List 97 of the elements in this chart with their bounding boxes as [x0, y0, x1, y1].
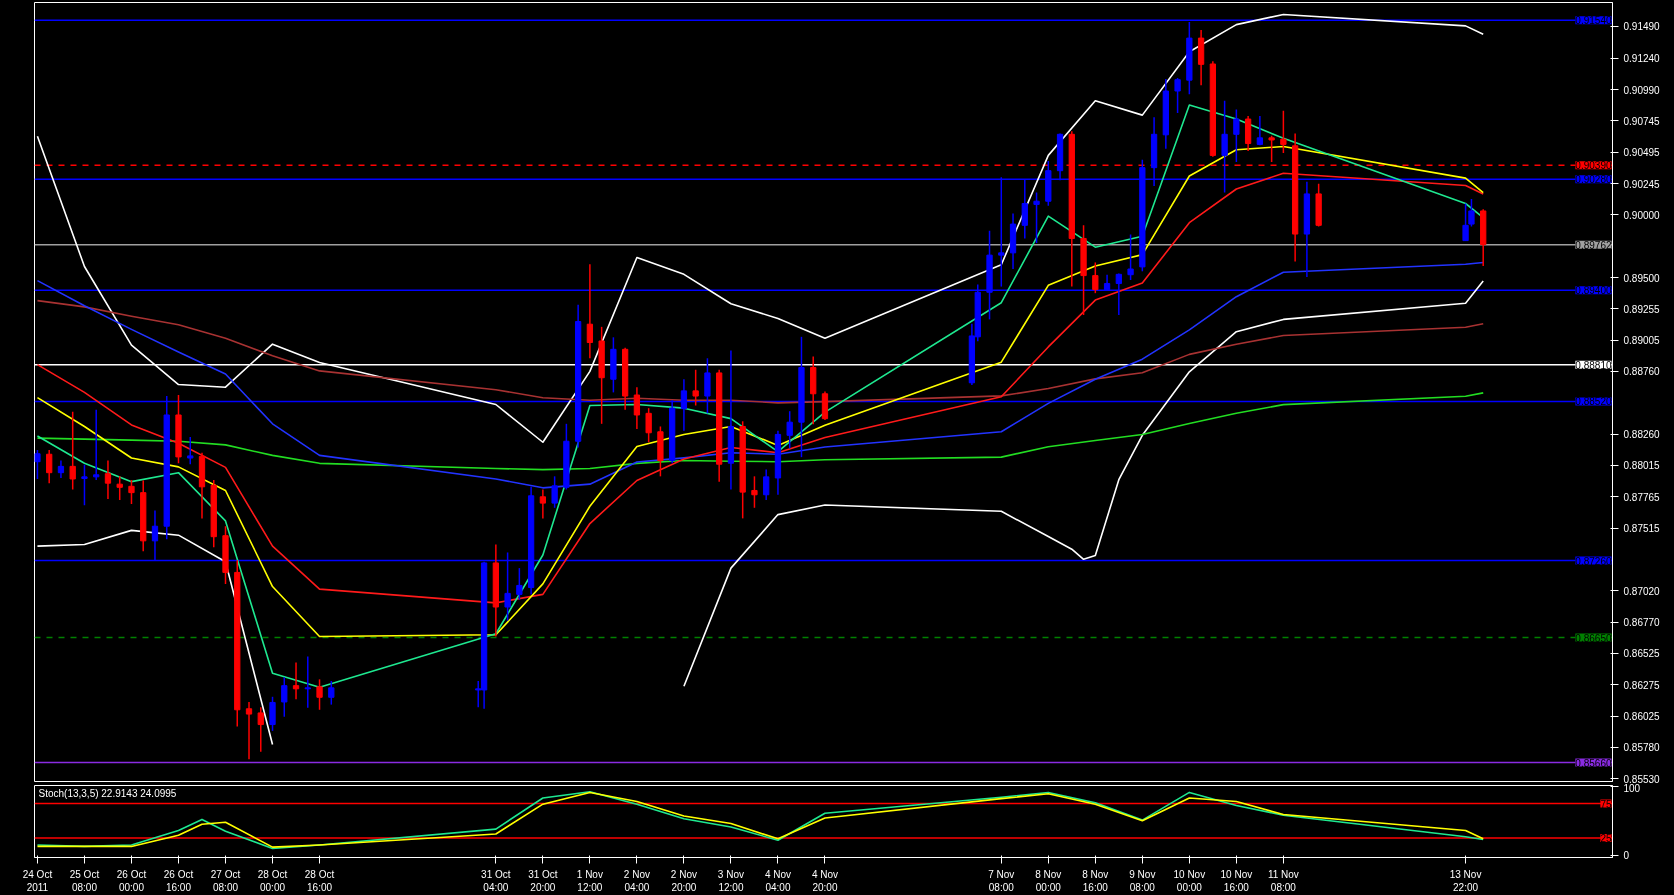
candlestick: [304, 655, 311, 709]
y-tick-label: 0.85780: [1623, 742, 1661, 754]
candlestick: [69, 411, 76, 491]
y-tick-label: 0.87515: [1623, 523, 1661, 535]
y-tick-label: 0.88015: [1623, 460, 1661, 472]
y-tick-label: 0.86525: [1623, 648, 1661, 660]
line-series: [36, 261, 1484, 489]
candlestick: [1233, 108, 1240, 163]
y-tick-label: 0.90990: [1623, 84, 1661, 96]
y-tick-label: 0: [1623, 850, 1630, 862]
x-tick-label: 1 Nov 12:00: [576, 868, 603, 893]
candlestick: [645, 407, 652, 443]
ref-line-label: 0.89400: [1575, 285, 1612, 297]
candlestick: [281, 676, 288, 718]
y-tick-label: 0.87020: [1623, 585, 1661, 597]
candlestick: [1033, 191, 1040, 244]
candlestick: [328, 680, 335, 706]
x-tick-label: 3 Nov 12:00: [717, 868, 744, 893]
x-tick-label: 2 Nov 20:00: [670, 868, 697, 893]
x-tick-label: 8 Nov 00:00: [1035, 868, 1062, 893]
candlestick: [292, 661, 300, 701]
x-tick-label: 28 Oct 16:00: [304, 868, 335, 893]
y-tick-label: 0.90000: [1623, 209, 1661, 221]
x-tick-label: 31 Oct 04:00: [481, 868, 511, 893]
candlestick: [269, 696, 276, 732]
y-tick-label: 0.85530: [1623, 773, 1661, 785]
y-tick-label: 0.89005: [1623, 335, 1661, 347]
ref-line-label: 0.86650: [1575, 632, 1612, 644]
y-tick-label: 0.91240: [1623, 53, 1661, 65]
y-tick-label: 0.90245: [1623, 178, 1661, 190]
y-tick-label: 0.88260: [1623, 429, 1661, 441]
x-tick-label: 24 Oct 2011: [22, 868, 53, 893]
candlestick: [551, 475, 558, 509]
candlestick: [1256, 115, 1264, 147]
candlestick: [81, 464, 88, 506]
candlestick: [586, 263, 594, 360]
y-tick-label: 0.87765: [1623, 491, 1661, 503]
x-tick-label: 27 Oct 08:00: [210, 868, 241, 893]
x-tick-label: 25 Oct 08:00: [69, 868, 100, 893]
x-tick-label: 13 Nov 22:00: [1449, 868, 1482, 893]
ref-line-label: 75: [1600, 798, 1612, 810]
x-tick-label: 26 Oct 00:00: [116, 868, 147, 893]
candlestick: [316, 678, 323, 711]
ref-line-label: 0.90280: [1575, 174, 1612, 186]
x-tick-label: 10 Nov 16:00: [1220, 868, 1253, 893]
candlestick: [187, 436, 194, 465]
candlestick: [245, 701, 253, 760]
ref-line-label: 0.89762: [1575, 239, 1612, 251]
candlestick: [786, 410, 793, 450]
candlestick: [751, 475, 758, 509]
candlestick: [93, 408, 100, 481]
x-tick-label: 11 Nov 08:00: [1267, 868, 1299, 893]
candlestick: [1092, 261, 1099, 294]
y-tick-label: 100: [1623, 782, 1641, 794]
x-tick-label: 7 Nov 08:00: [988, 868, 1015, 893]
ref-line-label: 0.91540: [1575, 15, 1612, 27]
candlestick: [539, 488, 547, 520]
x-tick-label: 4 Nov 20:00: [811, 868, 839, 893]
ref-line-label: 0.90390: [1575, 160, 1612, 172]
y-tick-label: 0.86025: [1623, 711, 1661, 723]
candlestick: [104, 459, 112, 500]
candlestick: [1127, 233, 1134, 281]
y-tick-label: 0.88760: [1623, 366, 1661, 378]
x-tick-label: 31 Oct 20:00: [528, 868, 558, 893]
x-tick-label: 10 Nov 00:00: [1173, 868, 1206, 893]
x-tick-label: 26 Oct 16:00: [163, 868, 194, 893]
ref-line-label: 25: [1600, 833, 1612, 845]
candlestick: [1268, 134, 1275, 163]
y-tick-label: 0.89500: [1623, 272, 1661, 284]
candlestick: [46, 449, 53, 484]
candlestick: [633, 386, 641, 430]
x-tick-label: 28 Oct 00:00: [257, 868, 288, 893]
ref-line-label: 0.87260: [1575, 555, 1612, 567]
candlestick: [128, 479, 135, 505]
y-tick-label: 0.86275: [1623, 679, 1661, 691]
x-tick-label: 2 Nov 04:00: [623, 868, 650, 893]
x-tick-label: 4 Nov 04:00: [764, 868, 792, 893]
ref-line-label: 0.88810: [1575, 359, 1612, 371]
y-tick-label: 0.90495: [1623, 147, 1661, 159]
y-tick-label: 0.86770: [1623, 617, 1661, 629]
candlestick: [516, 567, 523, 601]
candlestick: [1174, 77, 1181, 114]
y-tick-label: 0.89255: [1623, 303, 1661, 315]
candlestick: [692, 369, 699, 407]
ref-line-label: 0.88520: [1575, 396, 1612, 408]
y-tick-label: 0.91490: [1623, 21, 1661, 33]
ref-line-label: 0.85660: [1575, 757, 1612, 769]
candlestick: [1280, 109, 1287, 154]
line-series: [36, 392, 1484, 471]
candlestick: [116, 475, 123, 501]
x-tick-label: 8 Nov 16:00: [1082, 868, 1109, 893]
candlestick: [34, 449, 41, 480]
chart-title: Stoch(13,3,5) 22.9143 24.0995: [38, 787, 177, 799]
x-tick-label: 9 Nov 08:00: [1129, 868, 1156, 893]
y-tick-label: 0.90745: [1623, 115, 1661, 127]
candlestick: [257, 706, 264, 753]
candlestick: [763, 468, 770, 501]
